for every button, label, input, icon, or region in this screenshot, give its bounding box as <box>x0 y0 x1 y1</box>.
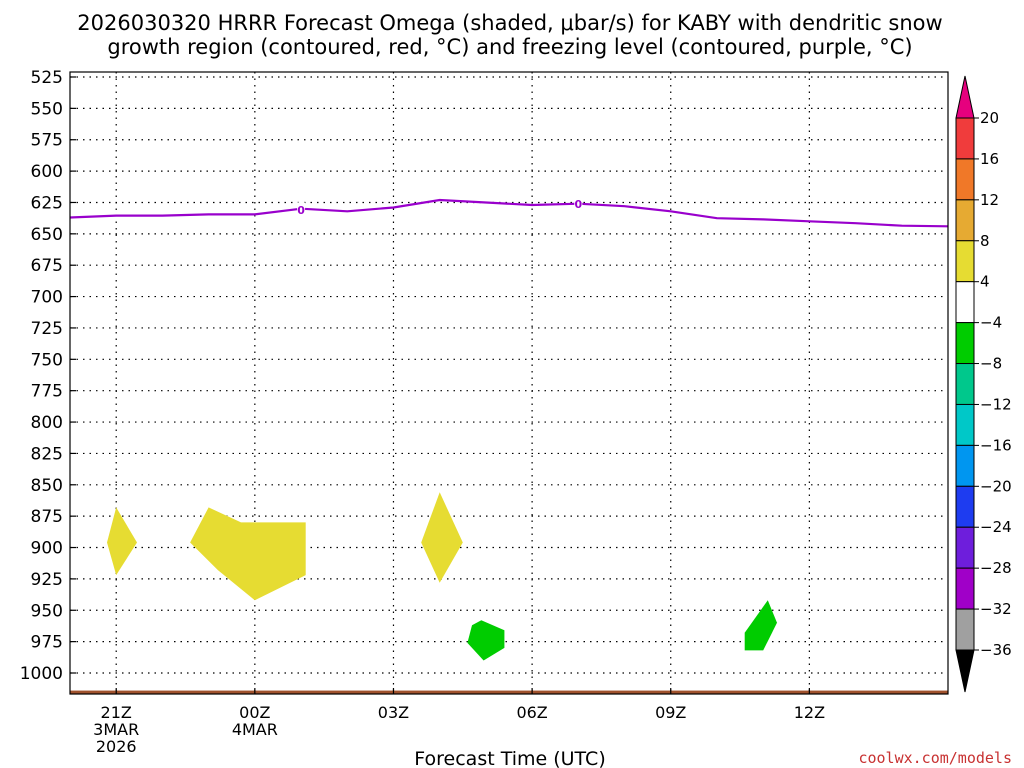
plot-area: 0 0 525 550 575 600 625 650 675 700 725 750 775 800 82… <box>20 68 949 756</box>
y-tick-label: 1000 <box>20 664 63 684</box>
colorbar-bottom-triangle <box>955 649 975 693</box>
colorbar-label: 8 <box>980 232 990 250</box>
x-tick-label: 03Z <box>378 703 409 722</box>
colorbar-segment <box>955 567 975 610</box>
colorbar-label: −16 <box>980 436 1012 454</box>
y-tick-label: 875 <box>31 507 63 527</box>
colorbar-segment <box>955 158 975 201</box>
colorbar-label: −28 <box>980 559 1012 577</box>
title-line-2: growth region (contoured, red, °C) and f… <box>107 35 912 59</box>
x-axis-label: Forecast Time (UTC) <box>414 748 605 768</box>
x-tick-label: 06Z <box>516 703 547 722</box>
colorbar-label: −32 <box>980 600 1012 618</box>
y-tick-label: 700 <box>31 288 63 308</box>
colorbar-segment <box>955 240 975 283</box>
x-tick-label: 09Z <box>655 703 686 722</box>
colorbar-segment <box>955 444 975 487</box>
chart-title: 2026030320 HRRR Forecast Omega (shaded, … <box>77 11 942 59</box>
colorbar-label: −36 <box>980 641 1012 659</box>
omega-region <box>190 507 306 601</box>
colorbar-segment <box>955 485 975 528</box>
colorbar-segment <box>955 117 975 160</box>
colorbar-segment <box>955 608 975 651</box>
y-tick-label: 825 <box>31 444 63 464</box>
omega-region <box>467 620 505 661</box>
y-tick-label: 600 <box>31 162 63 182</box>
colorbar-label: −12 <box>980 395 1012 413</box>
plot-frame <box>69 71 949 695</box>
plot-background <box>70 72 948 694</box>
freezing-level-label: 0 <box>574 198 582 211</box>
colorbar-label: 12 <box>980 191 999 209</box>
colorbar-label: 16 <box>980 150 999 168</box>
y-tick-label: 975 <box>31 633 63 653</box>
freezing-level-label-bg <box>574 196 583 210</box>
y-tick-label: 525 <box>31 68 63 88</box>
y-tick-label: 925 <box>31 570 63 590</box>
y-tick-label: 850 <box>31 476 63 496</box>
colorbar: 20 16 12 8 4 −4 −8 −12 −16 −20 −24 −28 −32 −36 <box>955 75 1012 693</box>
freezing-level-line <box>69 198 949 228</box>
colorbar-segment <box>955 199 975 242</box>
freezing-level-label: 0 <box>297 204 305 217</box>
x-tick-label: 21Z <box>101 703 132 722</box>
x-tick-label: 00Z <box>239 703 270 722</box>
omega-region <box>421 492 463 583</box>
freezing-level-label-bg <box>297 202 306 216</box>
y-tick-label: 625 <box>31 193 63 213</box>
colorbar-segment <box>955 526 975 569</box>
terrain-strip <box>70 690 948 694</box>
y-tick-label: 800 <box>31 413 63 433</box>
x-tick-label: 4MAR <box>232 720 278 739</box>
y-tick-label: 650 <box>31 225 63 245</box>
y-tick-label: 550 <box>31 99 63 119</box>
omega-region <box>744 600 777 651</box>
y-tick-label: 725 <box>31 319 63 339</box>
x-tick-label: 2026 <box>96 737 137 756</box>
colorbar-label: −24 <box>980 518 1012 536</box>
y-tick-label: 900 <box>31 539 63 559</box>
title-line-1: 2026030320 HRRR Forecast Omega (shaded, … <box>77 11 942 35</box>
colorbar-label: 20 <box>980 109 999 127</box>
colorbar-top-triangle <box>955 75 975 119</box>
omega-region <box>107 507 137 576</box>
y-tick-label: 675 <box>31 256 63 276</box>
colorbar-segment <box>955 403 975 446</box>
colorbar-label: −8 <box>980 355 1002 373</box>
colorbar-segment <box>955 363 975 405</box>
x-tick-label: 3MAR <box>93 720 139 739</box>
colorbar-segment <box>955 281 975 324</box>
credit-text: coolwx.com/models <box>858 749 1012 767</box>
y-tick-label: 575 <box>31 131 63 151</box>
y-tick-label: 775 <box>31 382 63 402</box>
y-tick-label: 750 <box>31 350 63 370</box>
colorbar-segment <box>955 322 975 365</box>
y-tick-label: 950 <box>31 601 63 621</box>
colorbar-label: −20 <box>980 477 1012 495</box>
colorbar-label: 4 <box>980 273 990 291</box>
colorbar-label: −4 <box>980 314 1002 332</box>
x-tick-label: 12Z <box>794 703 825 722</box>
